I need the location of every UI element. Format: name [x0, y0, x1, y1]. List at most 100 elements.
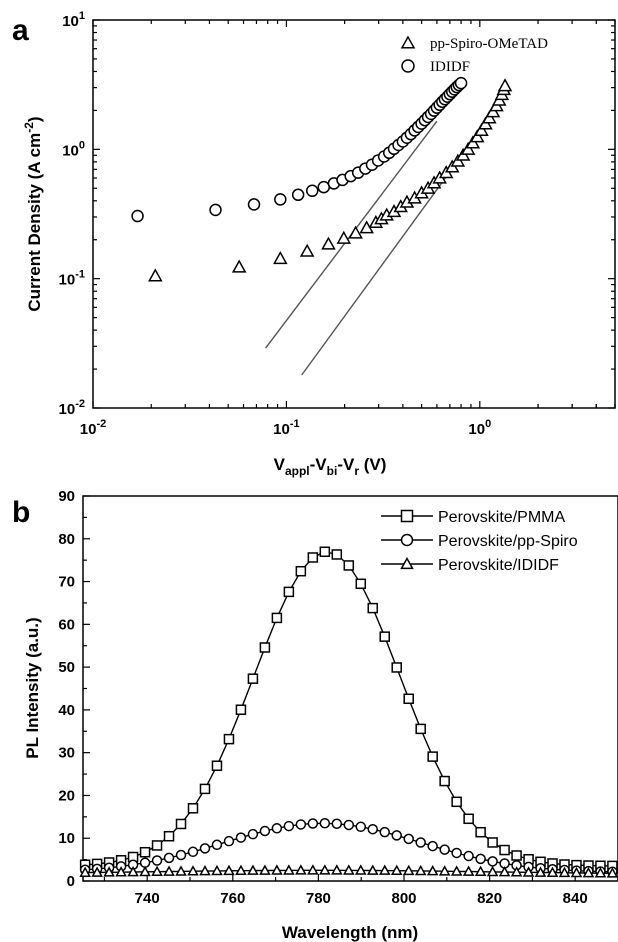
data-point: [295, 819, 307, 830]
data-point: [343, 864, 355, 875]
legend-marker: [400, 509, 414, 523]
data-point: [291, 188, 305, 202]
panel-label-a: a: [12, 14, 29, 47]
data-point: [151, 840, 163, 851]
data-point: [187, 865, 199, 876]
x-tick-label: 780: [306, 890, 331, 907]
data-point: [460, 141, 476, 155]
y-tick-label: 80: [58, 531, 75, 548]
data-point: [355, 821, 367, 833]
legend-label: pp-Spiro-OMeTAD: [430, 36, 548, 52]
data-point: [331, 818, 343, 830]
data-point: [498, 865, 511, 877]
data-point: [487, 837, 498, 848]
data-point: [283, 864, 295, 875]
y-tick-label: 50: [58, 659, 75, 676]
data-point: [331, 864, 343, 875]
data-point: [307, 552, 319, 563]
data-point: [295, 864, 307, 875]
y-tick-label: 10: [58, 830, 75, 847]
data-point: [378, 864, 391, 875]
data-point: [391, 830, 402, 841]
data-point: [163, 865, 175, 876]
y-tick-label: 100: [62, 139, 85, 159]
data-point: [469, 129, 485, 143]
data-point: [247, 828, 259, 840]
data-point: [355, 578, 367, 590]
data-point: [163, 852, 175, 864]
x-tick-label: 10-2: [80, 418, 106, 438]
x-tick-label: 100: [468, 418, 491, 438]
panel-label-b: b: [12, 496, 30, 529]
series-triangle: [79, 864, 618, 878]
y-tick-label: 40: [58, 702, 75, 719]
data-point: [151, 865, 163, 877]
data-point: [390, 864, 403, 876]
data-point: [354, 864, 367, 875]
data-point: [497, 78, 513, 92]
data-point: [451, 796, 462, 808]
data-point: [115, 866, 127, 877]
data-point: [474, 865, 487, 877]
data-point: [223, 733, 235, 745]
data-point: [199, 843, 211, 854]
data-point: [91, 866, 103, 877]
data-point: [415, 723, 426, 735]
data-point: [199, 783, 211, 795]
data-point: [271, 823, 283, 834]
data-point: [175, 849, 187, 861]
data-point: [259, 825, 271, 837]
data-point: [187, 803, 199, 814]
y-tick-label: 0: [67, 873, 75, 890]
data-point: [331, 549, 343, 560]
y-tick-label: 60: [58, 616, 75, 633]
x-tick-label: 800: [391, 890, 416, 907]
data-point: [211, 864, 223, 876]
series-line: [85, 550, 613, 867]
chart-b: 740 760 780 800 820 840 0 10 20 30 40 50 60 70 80 90 Pe…: [23, 488, 618, 942]
data-point: [367, 823, 379, 835]
data-point: [223, 835, 235, 847]
data-point: [403, 693, 414, 705]
data-point: [379, 826, 390, 838]
data-point: [148, 268, 163, 282]
data-point: [317, 180, 331, 194]
data-point: [247, 864, 259, 875]
y-tick-label: 30: [58, 745, 75, 762]
data-point: [402, 864, 415, 876]
series-square: [79, 546, 618, 872]
data-point: [366, 864, 379, 875]
data-point: [546, 866, 559, 877]
plot-frame-a: [92, 19, 616, 409]
data-point: [403, 833, 414, 845]
data-point: [451, 847, 462, 859]
data-point: [582, 867, 595, 878]
data-point: [273, 251, 288, 265]
data-point: [427, 840, 438, 852]
data-point: [465, 135, 481, 149]
data-point: [259, 642, 271, 653]
data-point: [235, 832, 247, 843]
data-point: [439, 775, 450, 787]
data-point: [131, 209, 144, 223]
data-point: [231, 259, 247, 273]
data-point: [511, 850, 522, 861]
data-point: [522, 866, 535, 877]
data-point: [235, 864, 247, 876]
data-point: [474, 122, 489, 136]
data-point: [475, 826, 486, 838]
data-point: [295, 565, 307, 577]
legend-label: Perovskite/pp-Spiro: [438, 533, 578, 550]
data-point: [319, 818, 331, 829]
data-point: [414, 864, 427, 876]
data-point: [127, 865, 139, 877]
data-point: [343, 819, 355, 831]
data-point: [427, 751, 438, 762]
data-point: [235, 704, 247, 715]
data-point: [319, 546, 331, 557]
data-point: [594, 867, 607, 878]
y-tick-label: 70: [58, 574, 75, 591]
data-point: [462, 865, 475, 876]
data-point: [199, 865, 211, 876]
data-point: [570, 866, 583, 878]
